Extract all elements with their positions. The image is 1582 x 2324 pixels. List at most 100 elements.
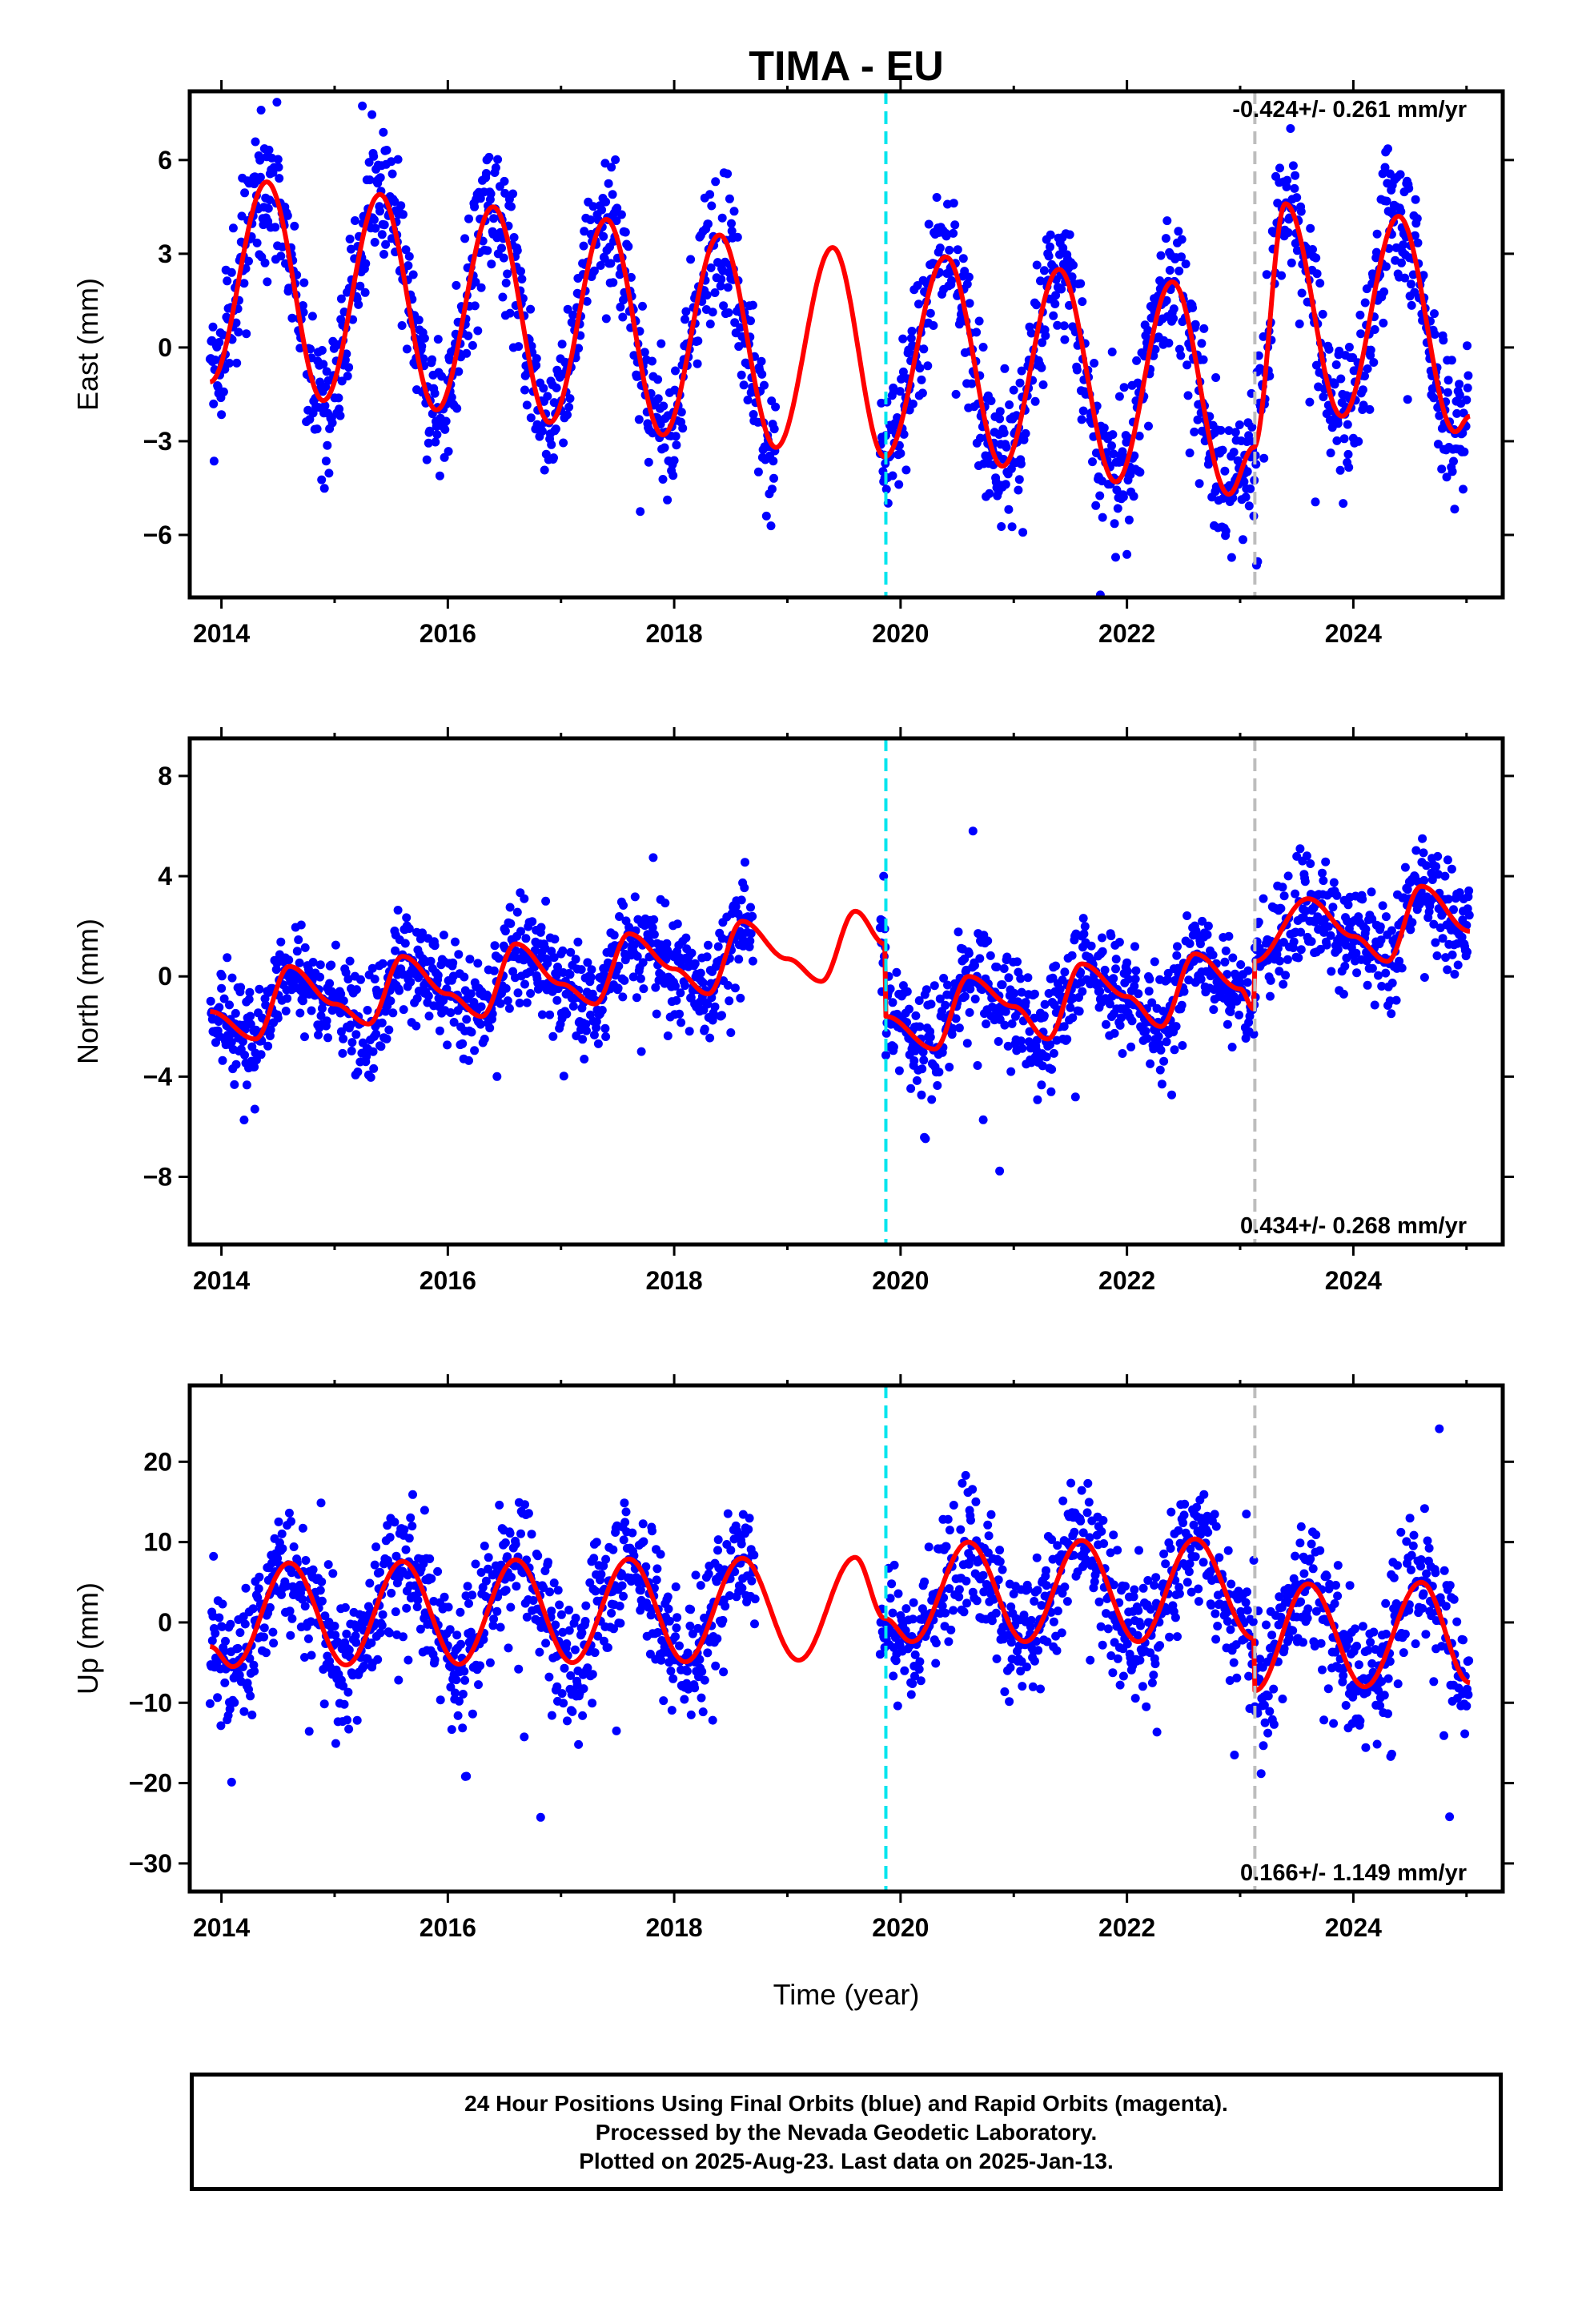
data-point (1098, 1516, 1108, 1525)
data-point (501, 1586, 511, 1595)
x-tick-label: 2022 (1098, 619, 1155, 648)
data-point (497, 243, 506, 253)
data-point (1156, 251, 1166, 260)
data-point (1034, 1646, 1043, 1655)
data-point (1133, 1630, 1142, 1640)
data-point (1195, 479, 1204, 489)
data-point (1006, 1638, 1016, 1647)
data-point (960, 991, 970, 1001)
data-point (312, 424, 322, 434)
data-point (1246, 484, 1255, 493)
data-point (664, 1604, 673, 1614)
data-point (906, 1084, 916, 1093)
data-point (1449, 905, 1458, 915)
data-point (1126, 1042, 1136, 1051)
data-point (998, 980, 1007, 990)
data-point (382, 146, 391, 155)
data-point (591, 1586, 600, 1596)
data-point (1109, 1530, 1118, 1540)
data-point (723, 283, 733, 292)
data-point (636, 974, 645, 983)
data-point (467, 1027, 476, 1037)
data-point (383, 1521, 392, 1530)
data-point (397, 321, 407, 330)
data-point (402, 1603, 412, 1613)
data-point (632, 993, 641, 1003)
data-point (540, 465, 549, 475)
data-point (390, 197, 400, 207)
data-point (400, 1525, 409, 1534)
data-point (528, 1596, 538, 1605)
data-point (1339, 434, 1349, 444)
data-point (588, 202, 598, 211)
data-point (913, 281, 922, 290)
data-point (593, 1039, 603, 1048)
data-point (500, 927, 510, 936)
data-point (588, 1670, 597, 1679)
data-point (522, 998, 532, 1007)
data-point (983, 1520, 993, 1530)
data-point (1278, 883, 1287, 892)
data-point (1266, 991, 1275, 1001)
data-point (926, 1032, 935, 1042)
data-point (568, 1002, 578, 1011)
data-point (250, 1104, 259, 1114)
data-point (508, 189, 518, 199)
data-point (445, 355, 454, 364)
data-point (1235, 420, 1244, 429)
data-point (334, 393, 343, 403)
data-point (343, 1687, 353, 1697)
data-point (581, 1019, 591, 1029)
data-point (944, 1637, 954, 1647)
data-point (1369, 358, 1379, 367)
data-point (1165, 1632, 1174, 1642)
data-point (1296, 945, 1306, 955)
data-point (941, 1608, 950, 1618)
data-point (323, 440, 332, 450)
data-point (440, 1592, 449, 1602)
data-point (456, 1607, 465, 1617)
data-point (408, 270, 418, 279)
data-point (1076, 1516, 1086, 1526)
data-point (395, 986, 404, 995)
data-point (589, 1030, 599, 1039)
data-point (470, 301, 480, 311)
velocity-label: 0.434+/- 0.268 mm/yr (1240, 1213, 1467, 1239)
data-point (620, 227, 630, 237)
data-point (1302, 851, 1311, 861)
data-point (512, 246, 522, 255)
data-point (347, 1046, 356, 1055)
data-point (677, 408, 686, 417)
data-point (1176, 351, 1186, 360)
data-point (648, 1526, 656, 1536)
data-point (726, 1546, 736, 1555)
data-point (320, 401, 330, 411)
data-point (901, 465, 911, 475)
data-point (347, 244, 355, 254)
data-point (760, 380, 769, 390)
data-point (1059, 321, 1069, 331)
data-point (1375, 922, 1385, 931)
data-point (900, 1666, 909, 1675)
data-point (223, 953, 232, 963)
data-point (369, 215, 379, 224)
data-point (435, 471, 444, 480)
data-point (225, 1704, 235, 1714)
data-point (220, 364, 230, 374)
data-point (971, 1497, 981, 1506)
data-point (1208, 951, 1218, 959)
data-point (488, 1009, 497, 1019)
data-point (1236, 960, 1246, 969)
data-point (1318, 868, 1327, 878)
data-point (1057, 1628, 1066, 1638)
data-point (1397, 258, 1406, 267)
data-point (966, 1515, 975, 1525)
data-point (489, 1614, 499, 1624)
data-point (951, 389, 961, 399)
data-point (700, 1675, 709, 1685)
data-point (1009, 385, 1018, 395)
data-point (1134, 432, 1144, 440)
data-point (660, 443, 669, 452)
data-point (941, 1000, 950, 1010)
